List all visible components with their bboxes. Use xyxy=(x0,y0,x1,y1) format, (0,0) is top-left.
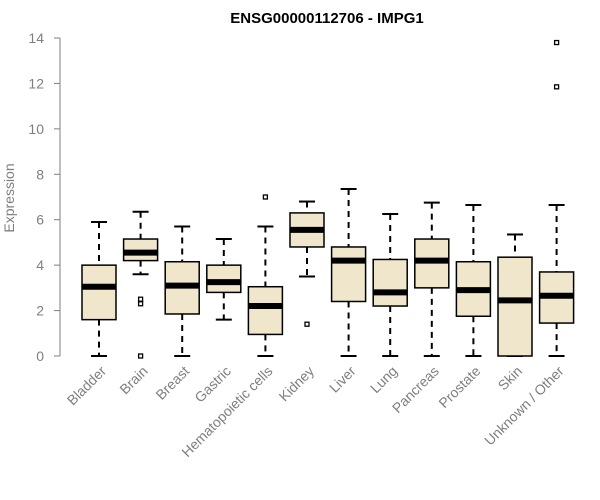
box-rect xyxy=(206,264,242,294)
box-2 xyxy=(122,210,159,359)
y-tick-label: 2 xyxy=(36,303,44,319)
x-tick-label: Prostate xyxy=(435,363,483,411)
box-7 xyxy=(330,188,367,357)
y-tick-label: 6 xyxy=(36,212,44,228)
box-6 xyxy=(289,200,325,327)
box-1 xyxy=(81,220,117,357)
outlier-point xyxy=(262,194,269,200)
box-11 xyxy=(497,233,533,357)
box-4 xyxy=(206,238,242,321)
box-rect xyxy=(372,258,408,307)
outlier-point xyxy=(137,296,144,302)
y-axis-title: Expression xyxy=(1,163,17,232)
x-tick-label: Lung xyxy=(367,363,400,396)
box-rect xyxy=(497,256,533,357)
x-tick-label: Breast xyxy=(152,363,192,403)
y-tick-label: 10 xyxy=(28,121,44,137)
box-rect xyxy=(81,264,117,321)
y-tick-label: 4 xyxy=(36,257,44,273)
y-axis: 0 2 4 6 8 10 12 14 xyxy=(28,30,61,364)
box-8 xyxy=(372,213,408,357)
boxes-group xyxy=(81,39,575,359)
y-tick-label: 12 xyxy=(28,75,44,91)
box-rect xyxy=(330,246,367,303)
outlier-point xyxy=(137,301,144,307)
x-tick-label: Kidney xyxy=(276,363,318,405)
box-rect xyxy=(247,285,284,336)
box-12 xyxy=(538,39,575,357)
x-tick-label: Skin xyxy=(495,363,526,394)
x-tick-label: Liver xyxy=(326,363,359,396)
x-tick-label: Unknown / Other xyxy=(481,363,567,449)
outlier-point xyxy=(553,39,560,46)
outlier-point xyxy=(304,321,310,327)
y-tick-label: 0 xyxy=(36,348,44,364)
x-tick-label: Brain xyxy=(116,363,150,397)
y-tick-label: 8 xyxy=(36,166,44,182)
y-tick-label: 14 xyxy=(28,30,44,46)
box-10 xyxy=(455,203,492,357)
box-9 xyxy=(414,201,450,357)
x-tick-label: Bladder xyxy=(64,363,110,409)
box-5 xyxy=(247,194,284,357)
outlier-point xyxy=(137,353,144,359)
chart-title: ENSG00000112706 - IMPG1 xyxy=(230,10,423,27)
box-3 xyxy=(164,225,200,357)
outlier-point xyxy=(553,84,560,90)
